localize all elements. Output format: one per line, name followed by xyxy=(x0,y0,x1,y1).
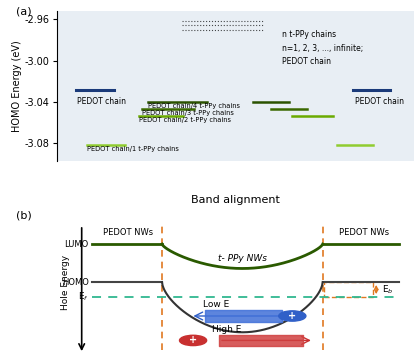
Y-axis label: HOMO Energy (eV): HOMO Energy (eV) xyxy=(12,40,22,132)
Text: High E: High E xyxy=(212,325,241,334)
Text: (a): (a) xyxy=(16,7,31,16)
Text: t- PPy NWs: t- PPy NWs xyxy=(218,254,267,264)
Text: Band alignment: Band alignment xyxy=(191,195,280,205)
Text: PEDOT chain: PEDOT chain xyxy=(282,57,331,66)
Text: PEDOT chain/2 t-PPy chains: PEDOT chain/2 t-PPy chains xyxy=(139,117,231,123)
Text: PEDOT chain/4 t-PPy chains: PEDOT chain/4 t-PPy chains xyxy=(148,103,240,108)
Text: LUMO: LUMO xyxy=(65,240,89,249)
Text: PEDOT chain/1 t-PPy chains: PEDOT chain/1 t-PPy chains xyxy=(87,146,179,152)
Text: (b): (b) xyxy=(16,210,32,220)
Text: HOMO: HOMO xyxy=(62,278,89,286)
Text: n=1, 2, 3, ..., infinite;: n=1, 2, 3, ..., infinite; xyxy=(282,44,363,53)
Text: +: + xyxy=(189,336,197,345)
Text: E$_b$: E$_b$ xyxy=(382,283,393,296)
Circle shape xyxy=(279,311,306,321)
Text: Low E: Low E xyxy=(203,300,229,309)
Text: Hole Energy: Hole Energy xyxy=(61,254,70,310)
Text: +: + xyxy=(288,311,297,321)
Text: PEDOT chain/3 t-PPy chains: PEDOT chain/3 t-PPy chains xyxy=(142,110,234,116)
Text: PEDOT chain: PEDOT chain xyxy=(77,97,126,106)
Text: PEDOT NWs: PEDOT NWs xyxy=(103,228,153,237)
Text: n t-PPy chains: n t-PPy chains xyxy=(282,30,336,39)
Circle shape xyxy=(179,335,207,345)
Text: PEDOT NWs: PEDOT NWs xyxy=(339,228,389,237)
Text: E$_f$: E$_f$ xyxy=(78,291,89,303)
Text: PEDOT chain: PEDOT chain xyxy=(355,97,404,106)
